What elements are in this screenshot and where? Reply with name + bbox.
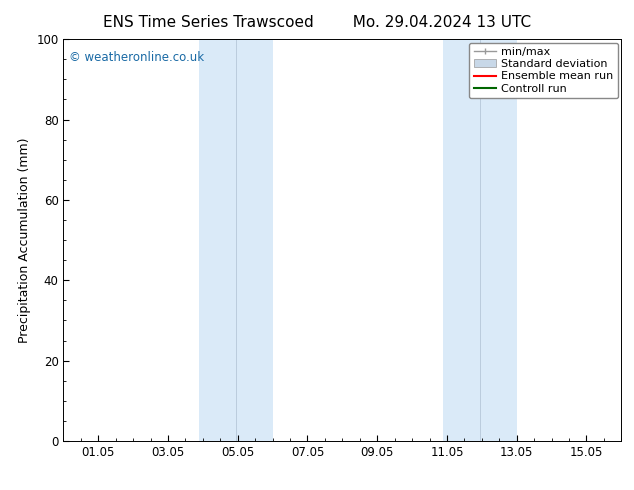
Bar	[199, 39, 236, 441]
Y-axis label: Precipitation Accumulation (mm): Precipitation Accumulation (mm)	[18, 137, 30, 343]
Bar	[480, 39, 517, 441]
Text: ENS Time Series Trawscoed        Mo. 29.04.2024 13 UTC: ENS Time Series Trawscoed Mo. 29.04.2024…	[103, 15, 531, 30]
Bar	[443, 39, 480, 441]
Text: © weatheronline.co.uk: © weatheronline.co.uk	[69, 51, 204, 64]
Legend: min/max, Standard deviation, Ensemble mean run, Controll run: min/max, Standard deviation, Ensemble me…	[469, 43, 618, 98]
Bar	[236, 39, 273, 441]
